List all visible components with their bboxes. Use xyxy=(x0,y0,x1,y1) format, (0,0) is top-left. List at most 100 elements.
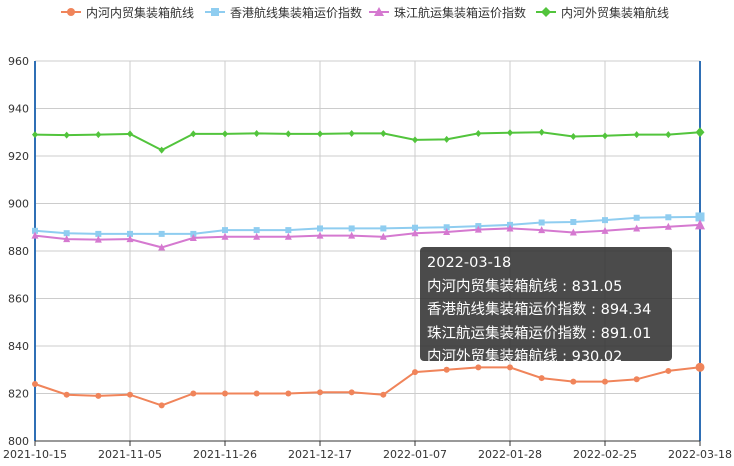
x-tick-label: 2022-01-07 xyxy=(383,448,447,461)
data-point xyxy=(570,219,577,226)
data-point xyxy=(222,130,228,138)
data-point xyxy=(63,131,70,139)
tooltip-row: 内河外贸集装箱航线 : 930.02 xyxy=(427,349,623,365)
y-tick-label: 840 xyxy=(8,340,29,353)
data-point xyxy=(32,381,38,387)
data-point xyxy=(570,378,577,385)
data-point xyxy=(538,128,545,136)
series-line-2 xyxy=(34,215,701,235)
data-point xyxy=(190,130,197,138)
data-point xyxy=(189,233,197,241)
data-point xyxy=(443,224,450,231)
legend-item-series-4[interactable]: 内河外贸集装箱航线 xyxy=(535,3,669,21)
data-point xyxy=(380,225,387,232)
legend-item-series-1[interactable]: 内河内贸集装箱航线 xyxy=(60,3,194,21)
series-line-3 xyxy=(34,223,701,249)
y-tick-label: 860 xyxy=(8,293,29,306)
data-point xyxy=(95,131,102,139)
legend-diamond-marker-icon xyxy=(536,7,556,17)
data-point xyxy=(285,390,292,397)
data-point xyxy=(601,226,609,234)
y-tick-label: 940 xyxy=(8,103,29,116)
x-tick-label: 2022-03-18 xyxy=(668,448,732,461)
x-tick-label: 2021-11-26 xyxy=(193,448,257,461)
data-point xyxy=(538,219,545,226)
data-point xyxy=(664,222,672,230)
data-point xyxy=(317,389,323,396)
data-point xyxy=(633,224,641,232)
data-point xyxy=(158,146,165,154)
data-point xyxy=(316,231,324,239)
x-tick-label: 2021-10-15 xyxy=(3,448,67,461)
tooltip-row: 香港航线集装箱运价指数 : 894.34 xyxy=(427,302,652,318)
legend-label: 香港航线集装箱运价指数 xyxy=(230,5,363,20)
legend-label: 内河内贸集装箱航线 xyxy=(86,5,195,20)
y-tick-label: 900 xyxy=(8,198,29,211)
data-point xyxy=(222,390,228,397)
data-point xyxy=(94,235,102,243)
data-point xyxy=(126,235,134,243)
data-point xyxy=(602,378,608,385)
data-point xyxy=(317,130,323,138)
data-point xyxy=(665,131,672,139)
legend-item-series-3[interactable]: 珠江航运集装箱运价指数 xyxy=(368,3,526,21)
data-point xyxy=(317,225,323,232)
data-point xyxy=(695,212,705,222)
data-point xyxy=(32,131,38,139)
data-point xyxy=(474,225,482,233)
data-point xyxy=(63,391,70,398)
legend-triangle-marker-icon xyxy=(369,7,389,16)
data-point xyxy=(569,228,577,236)
data-point xyxy=(538,375,545,382)
data-point xyxy=(695,362,705,372)
data-point xyxy=(602,132,608,140)
data-point xyxy=(443,228,451,235)
data-point xyxy=(665,214,672,221)
data-point xyxy=(507,364,513,371)
data-point xyxy=(253,129,260,137)
x-tick-label: 2021-12-17 xyxy=(288,448,352,461)
data-point xyxy=(380,129,387,137)
data-point xyxy=(285,130,292,138)
x-tick-label: 2022-02-25 xyxy=(573,448,637,461)
data-point xyxy=(665,367,672,374)
data-point xyxy=(602,217,608,224)
data-point xyxy=(538,226,546,234)
data-point xyxy=(379,232,387,240)
x-tick-label: 2022-01-28 xyxy=(478,448,542,461)
x-tick-label: 2021-11-05 xyxy=(98,448,162,461)
data-point xyxy=(285,227,292,234)
tooltip-row: 珠江航运集装箱运价指数 : 891.01 xyxy=(427,325,652,342)
data-point xyxy=(633,376,640,383)
legend-circle-marker-icon xyxy=(61,8,81,16)
y-tick-label: 960 xyxy=(8,55,29,68)
data-point xyxy=(412,224,418,231)
data-point xyxy=(127,130,133,138)
data-point xyxy=(31,231,39,239)
data-point xyxy=(348,225,355,232)
data-point xyxy=(158,402,165,409)
data-point xyxy=(412,136,418,144)
legend-item-series-2[interactable]: 香港航线集装箱运价指数 xyxy=(204,3,362,21)
data-point xyxy=(190,390,197,397)
legend-square-marker-icon xyxy=(205,8,225,16)
data-point xyxy=(380,391,387,398)
data-point xyxy=(507,129,513,137)
data-point xyxy=(570,133,577,141)
data-point xyxy=(348,389,355,396)
data-point xyxy=(411,229,419,237)
data-point xyxy=(63,235,71,243)
data-point xyxy=(95,392,102,399)
data-point xyxy=(695,127,705,138)
data-point xyxy=(506,224,514,232)
data-point xyxy=(284,232,292,240)
data-point xyxy=(95,230,102,237)
data-point xyxy=(633,131,640,139)
data-point xyxy=(127,391,133,398)
data-point xyxy=(412,369,418,376)
y-tick-label: 800 xyxy=(8,435,29,448)
data-point xyxy=(633,214,640,221)
data-point xyxy=(222,227,228,234)
y-tick-label: 820 xyxy=(8,388,29,401)
